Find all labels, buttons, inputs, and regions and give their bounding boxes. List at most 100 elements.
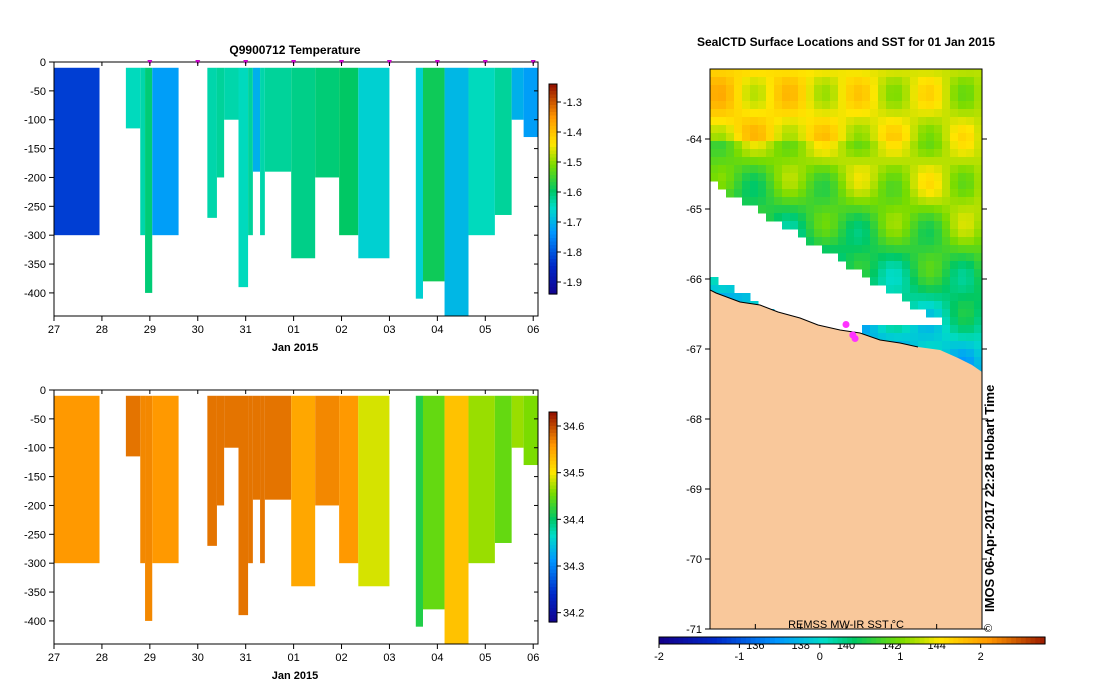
sst-pixel [766,141,775,150]
sst-pixel [862,117,871,126]
sst-pixel [822,205,831,214]
sst-pixel [766,149,775,158]
sst-pixel [862,189,871,198]
sst-pixel [926,269,935,278]
sst-pixel [798,157,807,166]
sst-colorbar-segment [798,637,805,644]
sst-pixel [830,109,839,118]
sst-pixel [846,213,855,222]
colorbar-segment [549,143,557,148]
colorbar-segment [549,601,557,606]
sst-pixel [750,165,759,174]
sst-pixel [862,165,871,174]
sst-pixel [926,213,935,222]
sst-pixel [886,93,895,102]
colorbar-segment [549,443,557,448]
sst-pixel [918,237,927,246]
colorbar-segment [549,594,557,599]
sst-pixel [758,125,767,134]
sst-pixel [974,117,982,126]
sst-colorbar-segment [726,637,732,644]
sst-pixel [726,117,735,126]
sst-pixel [878,325,887,334]
sst-pixel [942,173,951,182]
sst-pixel [934,309,943,318]
sst-pixel [942,213,951,222]
colorbar-segment [549,485,557,490]
sst-pixel [926,197,935,206]
sst-pixel [830,85,839,94]
sst-pixel [814,69,823,78]
sst-pixel [822,69,831,78]
colorbar-segment [549,150,557,155]
sst-colorbar-segment [716,637,723,644]
sst-pixel [966,277,975,286]
colorbar-segment [549,524,557,529]
x-tick-label: 29 [144,652,156,664]
sst-pixel [862,269,871,278]
sst-pixel [934,341,943,350]
profile-cell [216,395,225,506]
sst-pixel [886,245,895,254]
sst-pixel [718,157,727,166]
sst-colorbar-segment [668,637,675,644]
sst-pixel [782,157,791,166]
sst-pixel [798,229,807,238]
sst-pixel [758,149,767,158]
sst-pixel [942,261,951,270]
sst-pixel [934,229,943,238]
sst-pixel [870,237,879,246]
colorbar-segment [549,108,557,113]
sst-pixel [958,317,967,326]
sst-pixel [902,285,911,294]
sst-pixel [918,157,927,166]
sst-pixel [878,173,887,182]
sst-pixel [958,117,967,126]
sst-pixel [950,189,959,198]
sst-pixel [918,173,927,182]
sst-pixel [782,85,791,94]
sst-pixel [742,125,751,134]
sst-pixel [974,101,982,110]
sst-pixel [926,133,935,142]
sst-pixel [926,173,935,182]
sst-pixel [806,125,815,134]
sst-pixel [902,221,911,230]
sst-pixel [974,181,982,190]
sst-pixel [950,261,959,270]
colorbar-segment [549,248,557,253]
colorbar-segment [549,220,557,225]
sst-pixel [950,341,959,350]
colorbar-segment [549,562,557,567]
sst-pixel [854,181,863,190]
sst-colorbar-segment [774,637,781,644]
sst-pixel [902,237,911,246]
sst-pixel [790,189,799,198]
sst-pixel [726,157,735,166]
sst-colorbar-segment [929,637,935,644]
sst-pixel [806,229,815,238]
profile-cell [260,395,265,564]
colorbar-segment [549,192,557,197]
sst-pixel [838,229,847,238]
colorbar-segment [549,496,557,501]
sst-pixel [926,301,935,310]
lat-tick-label: -70 [686,554,702,566]
sst-pixel [790,77,799,86]
sst-pixel [758,181,767,190]
sst-pixel [926,293,935,302]
y-tick-label: -200 [24,500,46,512]
sst-pixel [918,269,927,278]
sst-pixel [878,253,887,262]
sst-pixel [782,205,791,214]
sst-pixel [854,213,863,222]
sst-pixel [918,301,927,310]
sst-colorbar-segment [769,637,776,644]
sst-pixel [742,77,751,86]
sst-pixel [838,245,847,254]
sst-pixel [950,277,959,286]
sst-pixel [958,269,967,278]
sst-pixel [870,85,879,94]
sst-pixel [878,77,887,86]
sst-pixel [942,341,951,350]
